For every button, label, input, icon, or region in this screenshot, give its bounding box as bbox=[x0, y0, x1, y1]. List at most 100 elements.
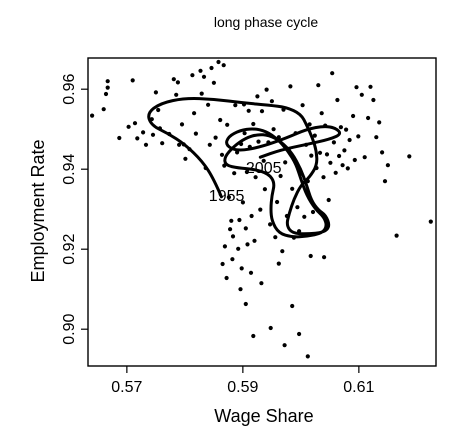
scatter-point bbox=[177, 142, 182, 147]
scatter-point bbox=[354, 85, 359, 90]
scatter-point bbox=[328, 160, 333, 165]
y-axis: 0.90 0.92 0.94 0.96 bbox=[61, 74, 88, 345]
scatter-point bbox=[201, 74, 207, 79]
scatter-point bbox=[190, 73, 195, 78]
scatter-point bbox=[342, 148, 347, 153]
scatter-point bbox=[252, 238, 257, 243]
scatter-point bbox=[290, 186, 295, 191]
scatter-point bbox=[300, 103, 305, 108]
scatter-point bbox=[324, 152, 330, 157]
scatter-point bbox=[258, 207, 263, 212]
scatter-point bbox=[246, 108, 251, 113]
scatter-point bbox=[101, 107, 106, 112]
scatter-point bbox=[283, 160, 288, 165]
scatter-point bbox=[117, 135, 122, 141]
scatter-point bbox=[312, 133, 317, 138]
scatter-point bbox=[255, 94, 260, 99]
scatter-point bbox=[248, 270, 254, 275]
scatter-point bbox=[198, 68, 203, 73]
scatter-point bbox=[362, 155, 367, 160]
scatter-point bbox=[230, 234, 236, 239]
scatter-point bbox=[356, 134, 361, 139]
scatter-point bbox=[230, 257, 235, 262]
scatter-point bbox=[352, 157, 357, 163]
scatter-point bbox=[259, 281, 264, 286]
scatter-point bbox=[143, 142, 149, 147]
scatter-point bbox=[340, 163, 345, 168]
scatter-point bbox=[156, 107, 161, 113]
scatter-point bbox=[359, 92, 364, 97]
scatter-point bbox=[307, 122, 312, 127]
scatter-point bbox=[239, 266, 244, 271]
scatter-point bbox=[193, 131, 198, 136]
scatter-point bbox=[407, 154, 412, 159]
scatter-point bbox=[251, 121, 256, 127]
scatter-point bbox=[233, 103, 238, 108]
scatter-point bbox=[105, 85, 110, 90]
scatter-point bbox=[377, 120, 382, 125]
scatter-point bbox=[278, 173, 283, 179]
scatter-point bbox=[105, 79, 110, 84]
scatter-point bbox=[253, 175, 258, 180]
y-tick-label: 0.96 bbox=[61, 74, 78, 105]
scatter-point bbox=[207, 142, 212, 147]
scatter-point bbox=[305, 354, 310, 359]
year-annotation: 1955 bbox=[209, 188, 245, 205]
scatter-point bbox=[273, 235, 278, 240]
scatter-point bbox=[290, 303, 295, 309]
scatter-point bbox=[174, 92, 179, 97]
y-tick-label: 0.90 bbox=[61, 314, 78, 345]
scatter-point bbox=[288, 84, 293, 89]
scatter-point bbox=[192, 111, 197, 116]
scatter-point bbox=[316, 83, 321, 88]
scatter-point bbox=[249, 213, 254, 219]
scatter-point bbox=[326, 197, 331, 203]
scatter-point bbox=[264, 87, 269, 92]
scatter-point bbox=[221, 63, 226, 68]
scatter-point bbox=[245, 242, 250, 247]
scatter-point bbox=[261, 158, 266, 163]
scatter-point bbox=[209, 65, 214, 71]
scatter-point bbox=[206, 102, 211, 107]
scatter-point bbox=[179, 122, 185, 127]
scatter-point bbox=[259, 109, 265, 114]
y-axis-label: Employment Rate bbox=[28, 139, 48, 282]
x-axis: 0.57 0.59 0.61 bbox=[111, 366, 375, 396]
scatter-point bbox=[229, 218, 234, 223]
trajectory-line bbox=[147, 97, 342, 239]
scatter-point bbox=[275, 199, 280, 205]
scatter-point bbox=[220, 261, 225, 267]
scatter-point bbox=[345, 166, 350, 171]
scatter-point bbox=[276, 261, 281, 266]
scatter-point bbox=[236, 246, 241, 251]
scatter-point bbox=[240, 200, 245, 205]
scatter-point bbox=[160, 141, 165, 146]
scatter-point bbox=[211, 80, 216, 85]
scatter-point bbox=[428, 219, 433, 224]
scatter-point bbox=[90, 113, 95, 118]
scatter-point bbox=[242, 131, 247, 136]
scatter-point bbox=[268, 325, 273, 331]
scatter-point bbox=[282, 343, 287, 348]
scatter-point bbox=[317, 150, 323, 155]
scatter-point bbox=[310, 209, 316, 215]
scatter-point bbox=[321, 175, 326, 180]
scatter-point bbox=[330, 71, 335, 76]
scatter-point bbox=[295, 205, 300, 210]
scatter-point bbox=[338, 125, 343, 130]
scatter-point bbox=[335, 97, 340, 103]
scatter-point bbox=[347, 137, 352, 143]
x-axis-label: Wage Share bbox=[214, 406, 313, 426]
scatter-point bbox=[319, 111, 324, 116]
scatter-point bbox=[344, 127, 349, 132]
scatter-point bbox=[271, 127, 276, 132]
scatter-point bbox=[297, 331, 302, 337]
x-tick-label: 0.61 bbox=[343, 379, 374, 396]
trajectory-lines bbox=[147, 97, 342, 239]
scatter-point bbox=[225, 122, 230, 127]
scatter-point bbox=[368, 84, 373, 89]
scatter-point bbox=[150, 132, 156, 137]
scatter-point bbox=[374, 135, 379, 140]
scatter-point bbox=[380, 150, 385, 155]
scatter-point bbox=[382, 179, 388, 184]
